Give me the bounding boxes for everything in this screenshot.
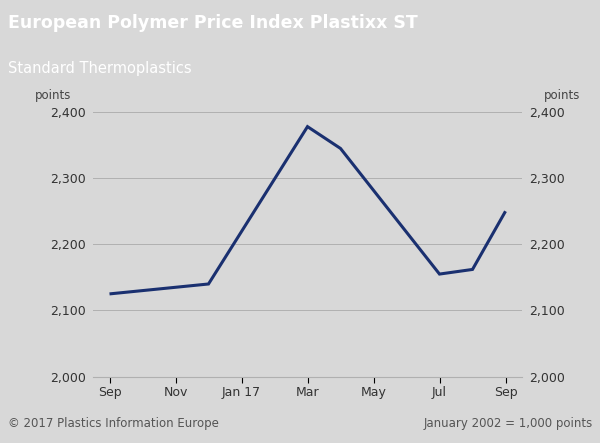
Text: January 2002 = 1,000 points: January 2002 = 1,000 points <box>424 416 593 430</box>
Text: Standard Thermoplastics: Standard Thermoplastics <box>8 61 192 76</box>
Text: points: points <box>35 89 71 101</box>
Text: points: points <box>544 89 580 101</box>
Text: © 2017 Plastics Information Europe: © 2017 Plastics Information Europe <box>8 416 219 430</box>
Text: European Polymer Price Index Plastixx ST: European Polymer Price Index Plastixx ST <box>8 14 418 32</box>
